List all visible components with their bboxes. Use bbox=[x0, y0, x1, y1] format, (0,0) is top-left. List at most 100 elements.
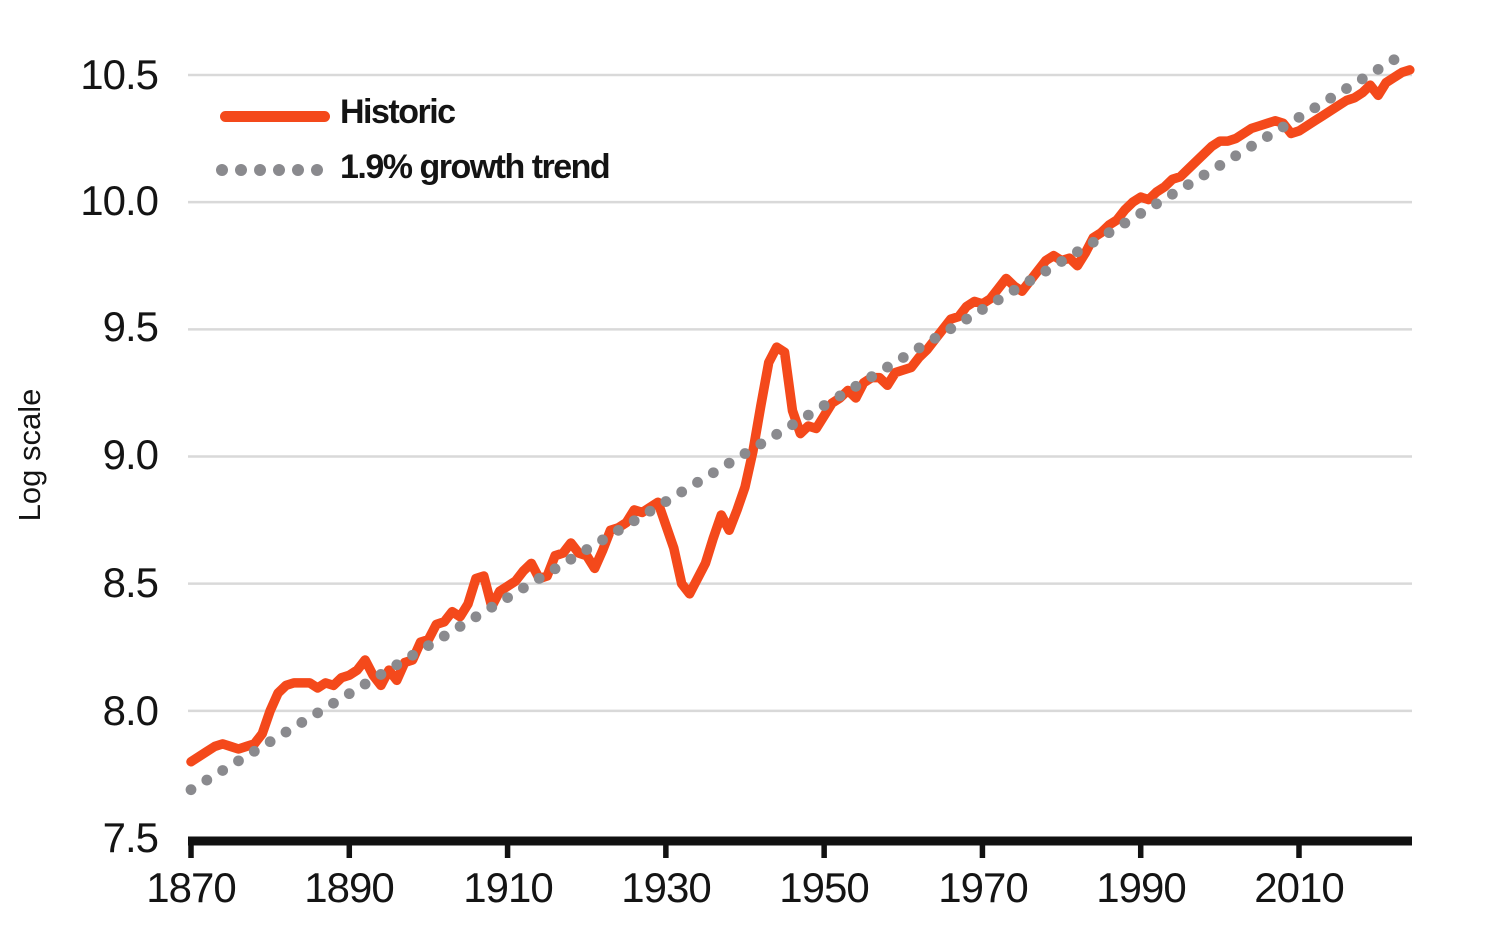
trend-dot bbox=[391, 659, 403, 671]
trend-dot bbox=[1198, 169, 1210, 181]
x-tick-label: 1970 bbox=[938, 864, 1028, 911]
trend-dot bbox=[961, 313, 973, 325]
trend-dot bbox=[1119, 217, 1131, 229]
trend-dot bbox=[1293, 111, 1305, 123]
legend-historic-swatch bbox=[220, 111, 330, 122]
trend-dot bbox=[1388, 54, 1400, 66]
trend-dot bbox=[264, 736, 276, 748]
trend-dot bbox=[375, 669, 387, 680]
trend-dot bbox=[533, 572, 545, 584]
trend-dot bbox=[723, 457, 735, 469]
trend-dot bbox=[1230, 150, 1242, 162]
x-tick-label: 2010 bbox=[1254, 864, 1344, 911]
legend-trend-dot bbox=[254, 164, 266, 176]
trend-dot bbox=[692, 476, 703, 488]
trend-dot bbox=[1072, 246, 1083, 258]
trend-dot bbox=[945, 323, 957, 335]
x-tick-label: 1950 bbox=[779, 864, 869, 911]
trend-dot bbox=[312, 707, 324, 719]
legend-trend-label: 1.9% growth trend bbox=[340, 148, 611, 186]
trend-dot bbox=[1040, 265, 1052, 277]
legend-historic-label: Historic bbox=[340, 93, 456, 131]
legend-trend-dot bbox=[292, 164, 304, 176]
trend-dot bbox=[1261, 131, 1273, 142]
trend-dot bbox=[470, 611, 482, 623]
x-tick-label: 1870 bbox=[146, 864, 236, 911]
trend-dot bbox=[454, 621, 466, 632]
trend-dot bbox=[581, 544, 593, 555]
trend-dot bbox=[787, 419, 798, 431]
trend-dot bbox=[628, 515, 640, 527]
trend-dot bbox=[771, 428, 783, 440]
trend-dot bbox=[217, 765, 229, 776]
trend-dot bbox=[280, 726, 292, 738]
trend-dot bbox=[1372, 63, 1384, 75]
x-tick-label: 1990 bbox=[1096, 864, 1186, 911]
trend-dot bbox=[1246, 140, 1257, 152]
y-tick-label: 9.5 bbox=[102, 303, 159, 350]
trend-dot bbox=[1103, 227, 1115, 239]
trend-dot bbox=[850, 380, 862, 392]
trend-dot bbox=[1056, 256, 1067, 267]
trend-dot bbox=[707, 467, 719, 479]
trend-dot bbox=[913, 342, 925, 354]
y-tick-label: 10.0 bbox=[80, 177, 159, 224]
trend-dot bbox=[992, 294, 1004, 306]
trend-dot bbox=[739, 448, 751, 459]
trend-dot bbox=[818, 400, 830, 411]
trend-dots bbox=[185, 54, 1400, 796]
trend-dot bbox=[929, 332, 941, 344]
trend-dot bbox=[802, 409, 814, 421]
trend-dot bbox=[343, 688, 355, 700]
trend-dot bbox=[328, 697, 339, 709]
trend-dot bbox=[1309, 102, 1321, 114]
trend-dot bbox=[612, 524, 624, 536]
trend-dot bbox=[248, 745, 260, 757]
trend-dot bbox=[201, 774, 213, 786]
trend-dot bbox=[1135, 208, 1147, 219]
y-tick-label: 8.0 bbox=[102, 687, 159, 734]
trend-dot bbox=[486, 601, 498, 613]
trend-dot bbox=[755, 438, 767, 450]
trend-dot bbox=[1087, 236, 1099, 248]
trend-dot bbox=[1151, 198, 1162, 210]
x-tick-label: 1890 bbox=[304, 864, 394, 911]
trend-dot bbox=[565, 553, 577, 565]
trend-dot bbox=[1182, 179, 1194, 190]
trend-dot bbox=[518, 582, 529, 594]
trend-dot bbox=[1356, 73, 1368, 85]
trend-dot bbox=[676, 486, 688, 498]
y-tick-label: 7.5 bbox=[102, 814, 159, 861]
x-tick-label: 1930 bbox=[621, 864, 711, 911]
trend-dot bbox=[1277, 121, 1289, 133]
trend-dot bbox=[407, 649, 419, 661]
trend-dot bbox=[660, 496, 672, 507]
y-tick-label: 8.5 bbox=[102, 559, 159, 606]
trend-dot bbox=[1325, 92, 1337, 104]
trend-dot bbox=[977, 304, 988, 315]
trend-dot bbox=[834, 390, 846, 402]
trend-dot bbox=[597, 534, 608, 546]
x-tick-label: 1910 bbox=[463, 864, 553, 911]
trend-dot bbox=[296, 717, 308, 728]
trend-dot bbox=[423, 640, 434, 652]
trend-dot bbox=[1341, 83, 1352, 94]
trend-dot bbox=[1024, 275, 1036, 287]
trend-dot bbox=[438, 630, 450, 642]
trend-dot bbox=[359, 678, 371, 690]
legend-trend-dot bbox=[273, 164, 285, 176]
legend-trend-dot bbox=[216, 164, 228, 176]
legend-trend-dot bbox=[311, 164, 323, 176]
trend-dot bbox=[185, 784, 197, 796]
legend-trend-dot bbox=[235, 164, 247, 176]
y-axis-title: Log scale bbox=[12, 388, 47, 522]
trend-dot bbox=[897, 352, 909, 363]
y-tick-label: 10.5 bbox=[80, 51, 159, 98]
trend-dot bbox=[1214, 159, 1226, 171]
trend-dot bbox=[644, 505, 656, 517]
trend-dot bbox=[502, 592, 513, 603]
trend-dot bbox=[1166, 188, 1178, 200]
trend-dot bbox=[866, 371, 878, 383]
